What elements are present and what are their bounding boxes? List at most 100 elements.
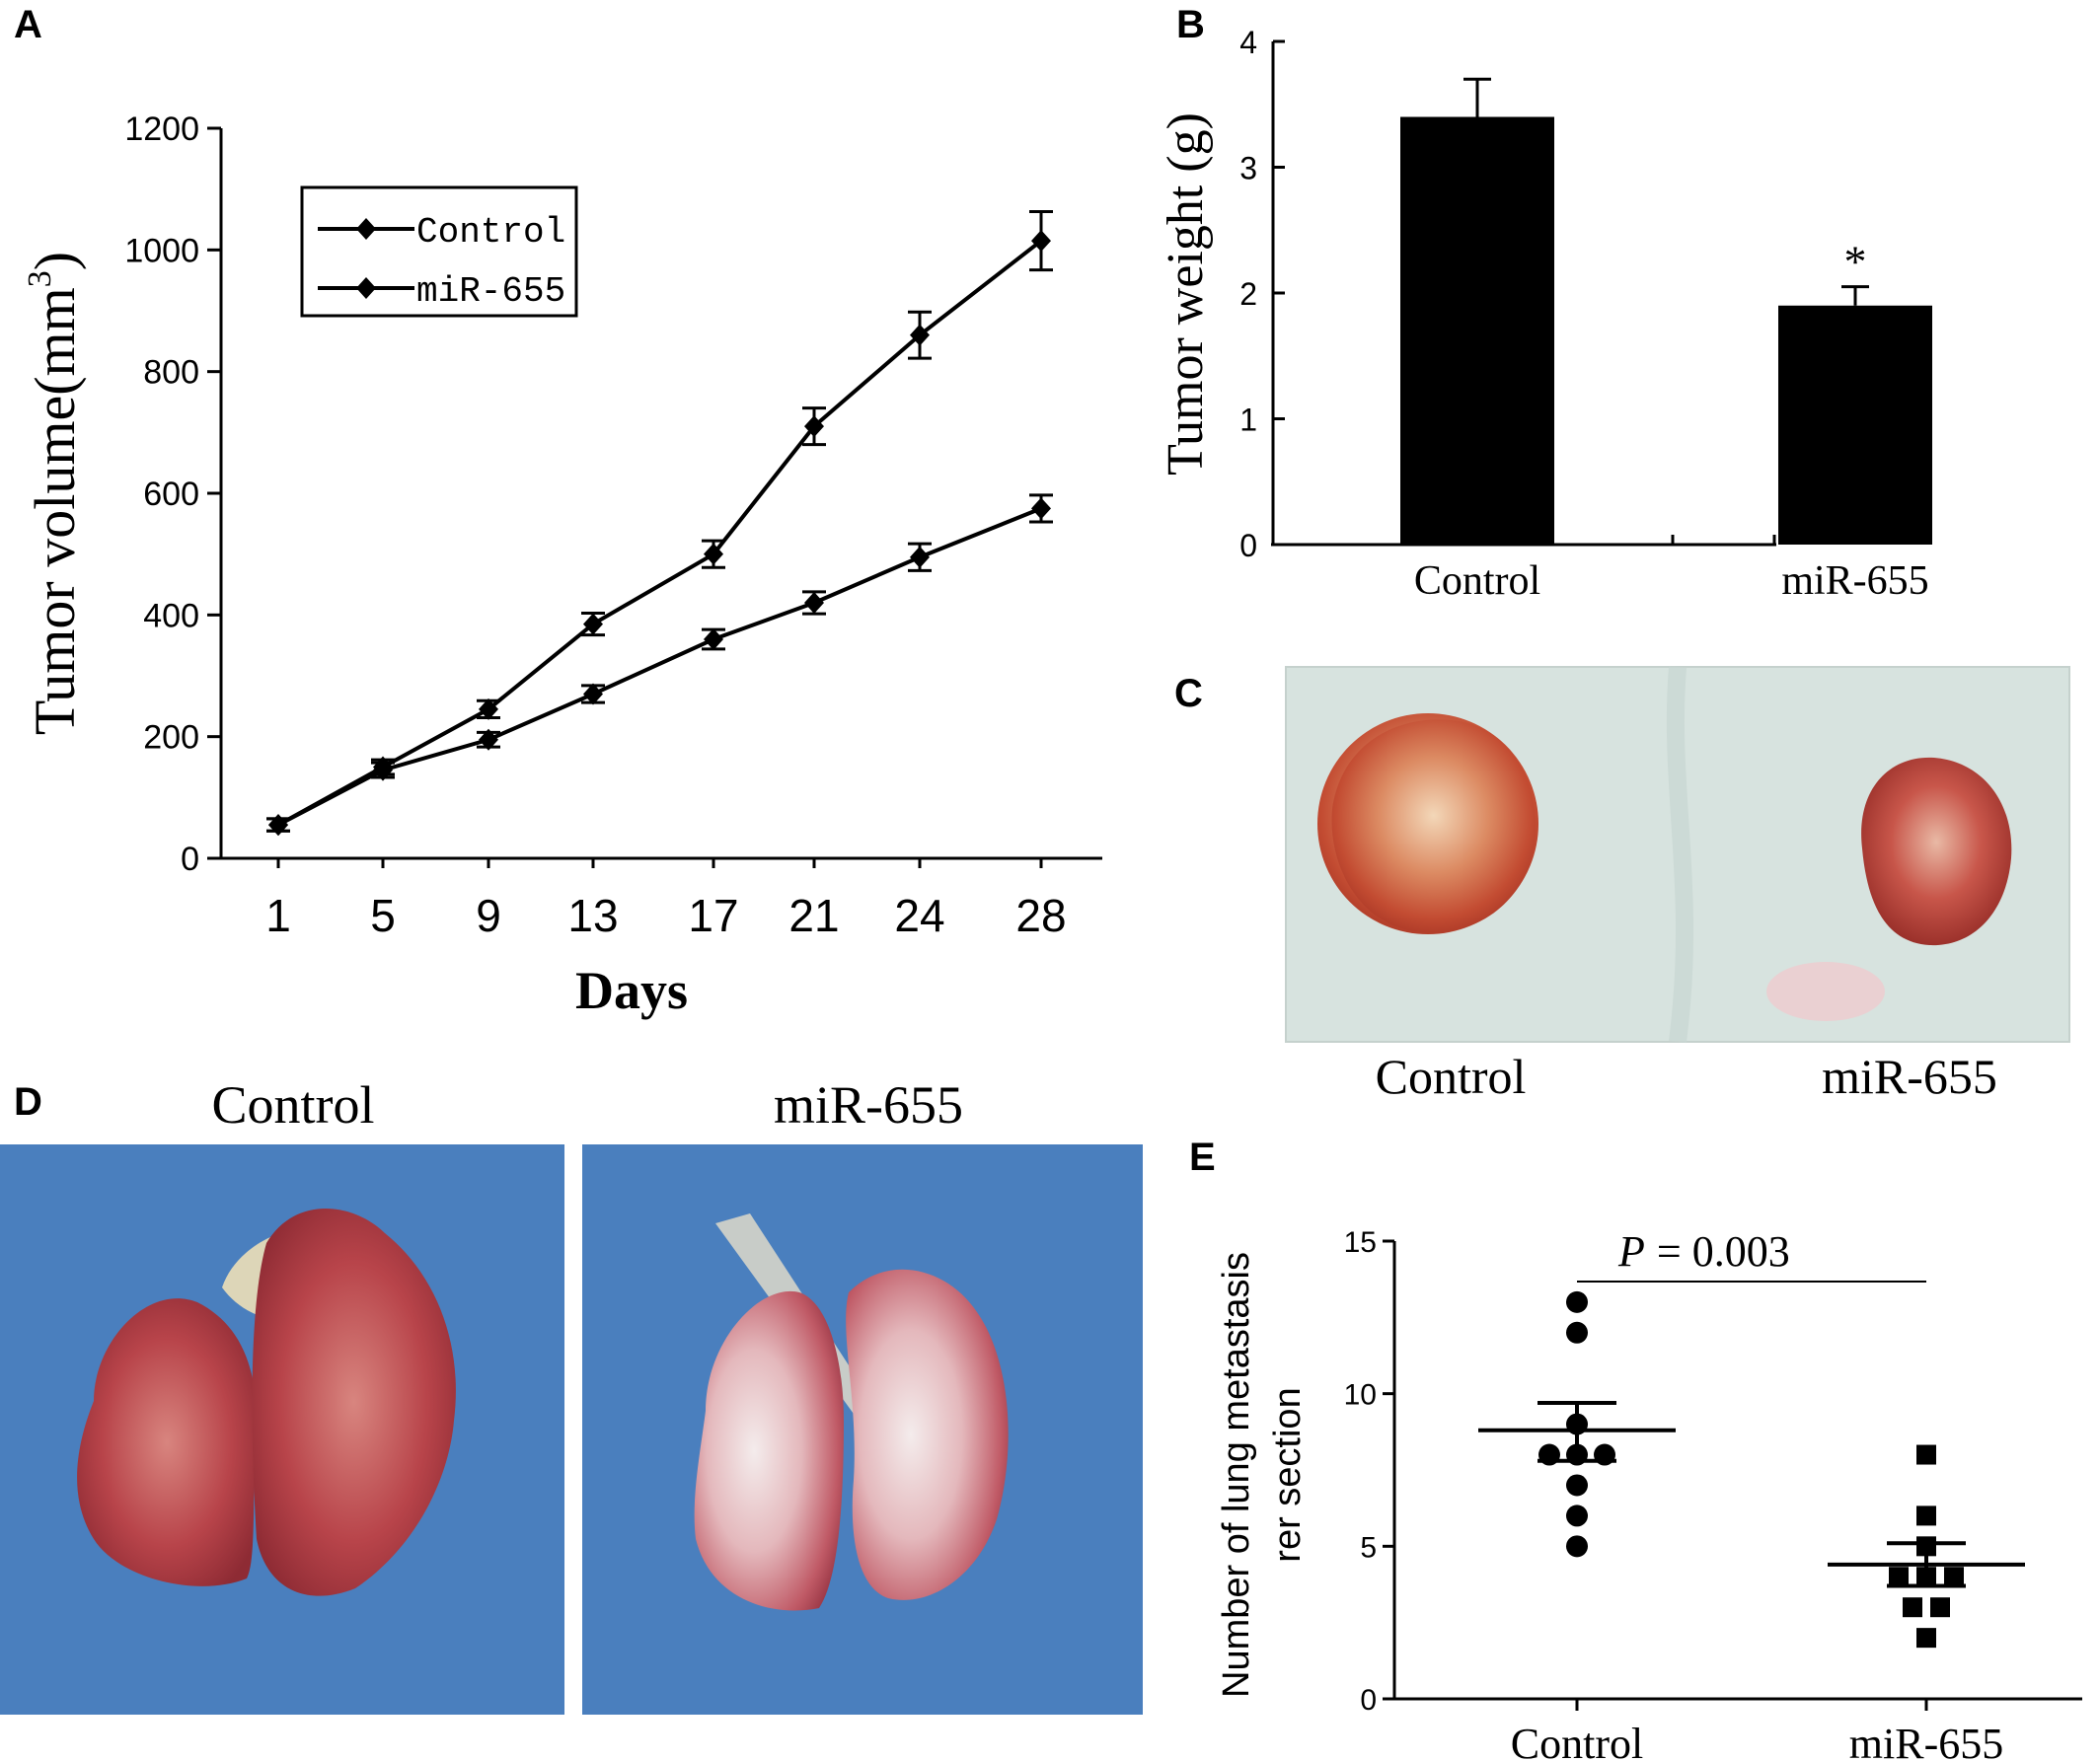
tumor-weight-bar-chart: 0 1 2 3 4 Control miR-655 * Tumor weight (g) xyxy=(1158,25,1932,604)
y-tick-label: 800 xyxy=(143,354,199,392)
bar-mir-655: miR-655 * xyxy=(1778,237,1932,604)
significance-asterisk: * xyxy=(1844,237,1867,287)
scatter-y-tick-label: 10 xyxy=(1344,1379,1377,1412)
series-line xyxy=(277,506,1042,827)
scatter-point xyxy=(1566,1321,1588,1344)
x-tick-label: 5 xyxy=(370,890,396,941)
tumor-volume-line-chart: 0 200 400 600 800 1000 1200 1 5 9 13 17 21 24 28 Tumo… xyxy=(22,110,1102,1020)
y-tick-label: 200 xyxy=(143,719,199,757)
bar xyxy=(1778,305,1932,545)
bar-tick-group: 0 1 2 3 4 xyxy=(1239,25,1776,563)
p-value-label: P = 0.003 xyxy=(1617,1227,1790,1276)
y-axis-label: Tumor volume(mm3) xyxy=(22,252,87,735)
x-tick-label: 24 xyxy=(894,890,944,941)
p-value-text: = 0.003 xyxy=(1657,1227,1790,1276)
panel-letter-d: D xyxy=(14,1080,42,1124)
scatter-point xyxy=(1566,1535,1588,1558)
x-tick-group: 1 5 9 13 17 21 24 28 xyxy=(265,858,1067,941)
scatter-point xyxy=(1916,1505,1936,1526)
y-axis-label-text: Tumor volume(mm xyxy=(23,287,87,735)
y-axis-label-superscript: 3 xyxy=(22,270,58,287)
y-axis-label-close: ) xyxy=(23,252,87,270)
bar-y-tick-label: 1 xyxy=(1239,403,1257,438)
legend-marker xyxy=(356,218,376,240)
series-group xyxy=(266,209,1053,837)
scatter-y-axis-label-line2: rer section xyxy=(1267,1387,1309,1562)
data-point xyxy=(583,613,603,635)
x-tick-label: 28 xyxy=(1015,890,1066,941)
group-mir-655: miR-655 xyxy=(1828,1444,2025,1762)
p-symbol: P xyxy=(1617,1227,1645,1276)
legend-box xyxy=(300,185,578,318)
bar-y-tick-label: 3 xyxy=(1239,151,1257,186)
scatter-point xyxy=(1916,1444,1936,1465)
y-tick-label: 0 xyxy=(181,841,199,878)
legend-label: Control xyxy=(416,212,565,253)
data-point xyxy=(1031,497,1051,520)
scatter-point xyxy=(1566,1474,1588,1497)
photo-label-mir-655: miR-655 xyxy=(1822,1049,1997,1104)
bar-group: Control miR-655 * xyxy=(1400,77,1932,604)
data-point xyxy=(583,683,603,705)
series-line xyxy=(277,239,1043,827)
scatter-y-tick-label: 0 xyxy=(1360,1684,1377,1717)
y-tick-group: 0 200 400 600 800 1000 1200 xyxy=(124,110,221,878)
x-tick-label: 13 xyxy=(567,890,618,941)
bar-y-tick-label: 2 xyxy=(1239,276,1257,312)
mir-655-lung-photograph xyxy=(582,1144,1143,1715)
svg-text:Tumor volume(mm3): Tumor volume(mm3) xyxy=(22,252,87,735)
lung-label-control: Control xyxy=(211,1075,374,1135)
data-point xyxy=(704,543,723,565)
data-point xyxy=(704,628,723,650)
legend-entries: Control miR-655 xyxy=(318,212,565,312)
data-point xyxy=(804,415,824,438)
scatter-tick-group: 0 5 10 15 xyxy=(1344,1226,1394,1717)
metastasis-scatter-chart: 0 5 10 15 Control miR-655 Number of lung met… xyxy=(1216,1226,2082,1762)
y-tick-label: 1200 xyxy=(124,110,199,148)
panel-letter-c: C xyxy=(1174,672,1203,715)
y-tick-label: 1000 xyxy=(124,232,199,269)
x-tick-label: 9 xyxy=(476,890,501,941)
x-tick-label: 1 xyxy=(265,890,291,941)
control-lung-photograph xyxy=(0,1144,564,1715)
data-point xyxy=(479,728,498,751)
bar-y-tick-label: 4 xyxy=(1239,25,1257,60)
lung-label-mir-655: miR-655 xyxy=(774,1075,963,1135)
bar-control: Control xyxy=(1400,77,1554,604)
legend-label: miR-655 xyxy=(416,271,565,312)
scatter-point xyxy=(1566,1505,1588,1527)
scatter-y-tick-label: 5 xyxy=(1360,1531,1377,1564)
bar xyxy=(1400,116,1554,545)
scatter-point xyxy=(1903,1597,1922,1618)
panel-letter-e: E xyxy=(1189,1136,1216,1179)
scatter-y-axis-label-line1: Number of lung metastasis xyxy=(1216,1252,1257,1698)
x-tick-label: 21 xyxy=(788,890,839,941)
data-point xyxy=(373,759,393,781)
tumor-photograph xyxy=(1285,666,2070,1044)
scatter-y-axis-label: Number of lung metastasis rer section xyxy=(1216,1252,1309,1698)
group-control: Control xyxy=(1478,1290,1676,1762)
bar-y-axis-label-text: Tumor weight (g) xyxy=(1158,112,1214,476)
photo-label-control: Control xyxy=(1376,1049,1527,1104)
x-tick-label: 17 xyxy=(688,890,738,941)
mir-655-tumor xyxy=(1861,757,2012,946)
data-point xyxy=(910,546,930,568)
panel-letter-a: A xyxy=(14,3,42,46)
data-point xyxy=(479,697,498,720)
y-tick-label: 400 xyxy=(143,597,199,634)
bar-category-label: Control xyxy=(1414,558,1540,604)
data-point xyxy=(1031,230,1051,253)
scatter-y-tick-label: 15 xyxy=(1344,1226,1377,1259)
mir-655-right-lung xyxy=(846,1269,1009,1600)
data-point xyxy=(910,324,930,346)
panel-letter-b: B xyxy=(1176,3,1205,46)
scatter-point xyxy=(1944,1567,1964,1587)
scatter-category-label: miR-655 xyxy=(1849,1720,2003,1762)
legend: Control miR-655 xyxy=(300,185,578,318)
y-tick-label: 600 xyxy=(143,476,199,513)
x-axis-label: Days xyxy=(575,961,688,1020)
legend-marker xyxy=(356,277,376,299)
bar-category-label: miR-655 xyxy=(1781,558,1928,604)
control-right-lung xyxy=(252,1209,456,1596)
